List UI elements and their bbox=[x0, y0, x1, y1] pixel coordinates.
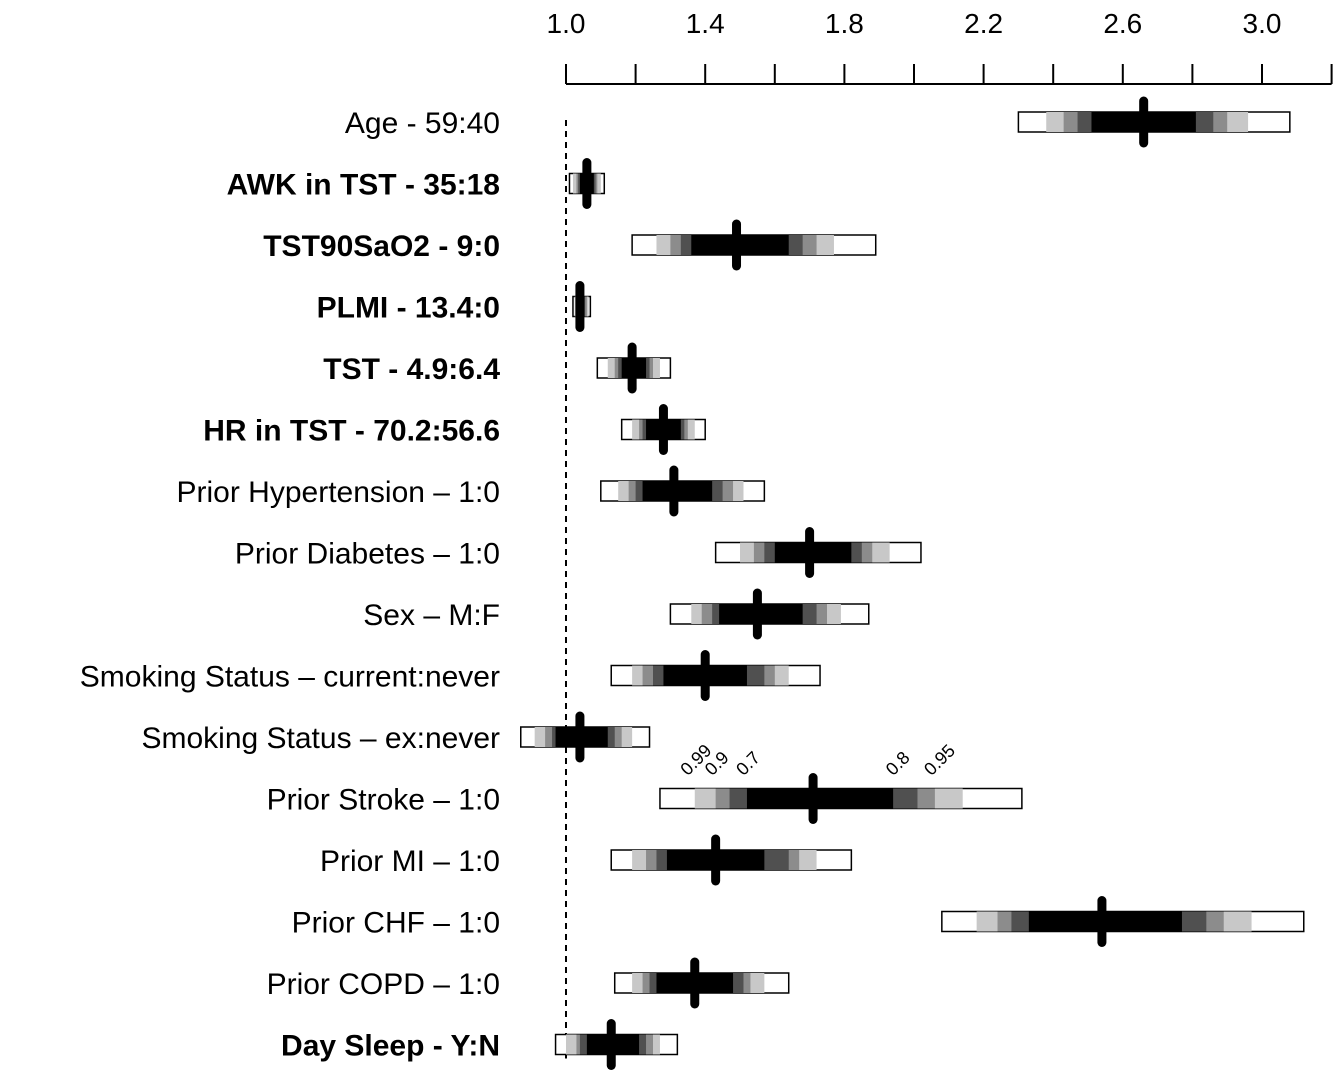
row: Age - 59:40 bbox=[345, 96, 1291, 148]
row-label: AWK in TST - 35:18 bbox=[227, 169, 500, 202]
row-label: Day Sleep - Y:N bbox=[281, 1030, 500, 1063]
rows: Age - 59:40 AWK in TST - 35:18 TST90SaO2 -… bbox=[80, 96, 1305, 1070]
tick-label: 2.2 bbox=[964, 8, 1003, 39]
row: Sex – M:F bbox=[363, 588, 870, 640]
row: TST90SaO2 - 9:0 bbox=[263, 219, 877, 271]
row-label: Prior Diabetes – 1:0 bbox=[235, 538, 500, 571]
row-label: Smoking Status – ex:never bbox=[141, 722, 500, 755]
row: Prior Hypertension – 1:0 bbox=[177, 465, 766, 517]
tick-label: 3.0 bbox=[1243, 8, 1282, 39]
row-label: Prior MI – 1:0 bbox=[320, 845, 500, 878]
confidence-level-label: 0.95 bbox=[920, 740, 959, 779]
tick-label: 2.6 bbox=[1103, 8, 1142, 39]
row: Day Sleep - Y:N bbox=[281, 1019, 679, 1070]
row: HR in TST - 70.2:56.6 bbox=[203, 404, 706, 455]
tick-label: 1.0 bbox=[547, 8, 586, 39]
confidence-level-labels: 0.990.9 0.7 0.8 0.95 bbox=[676, 740, 959, 779]
row-label: TST - 4.9:6.4 bbox=[323, 353, 500, 386]
row-label: Smoking Status – current:never bbox=[80, 661, 500, 694]
confidence-level-label: 0.7 bbox=[732, 747, 764, 779]
row-label: Sex – M:F bbox=[363, 599, 500, 632]
row: TST - 4.9:6.4 bbox=[323, 342, 672, 394]
row: Prior CHF – 1:0 bbox=[292, 896, 1305, 947]
row-label: Age - 59:40 bbox=[345, 107, 500, 140]
row: PLMI - 13.4:0 bbox=[317, 281, 592, 332]
row-label: PLMI - 13.4:0 bbox=[317, 292, 500, 325]
row: Prior COPD – 1:0 bbox=[267, 957, 790, 1009]
confidence-level-label: 0.8 bbox=[882, 747, 914, 779]
tick-label: 1.8 bbox=[825, 8, 864, 39]
confidence-band bbox=[746, 788, 894, 809]
row: Prior Diabetes – 1:0 bbox=[235, 527, 922, 578]
row: Prior Stroke – 1:0 bbox=[267, 773, 1023, 824]
x-axis: 1.0 1.4 1.8 2.2 2.6 3.0 bbox=[547, 8, 1333, 85]
row-label: HR in TST - 70.2:56.6 bbox=[203, 415, 500, 448]
row: AWK in TST - 35:18 bbox=[227, 158, 606, 209]
row: Smoking Status – ex:never bbox=[141, 711, 651, 763]
row: Smoking Status – current:never bbox=[80, 650, 821, 701]
tick-label: 1.4 bbox=[686, 8, 725, 39]
row-label: TST90SaO2 - 9:0 bbox=[263, 230, 500, 263]
row-label: Prior COPD – 1:0 bbox=[267, 968, 500, 1001]
row: Prior MI – 1:0 bbox=[320, 834, 853, 886]
row-label: Prior CHF – 1:0 bbox=[292, 907, 500, 940]
row-label: Prior Stroke – 1:0 bbox=[267, 784, 500, 817]
row-label: Prior Hypertension – 1:0 bbox=[177, 476, 501, 509]
